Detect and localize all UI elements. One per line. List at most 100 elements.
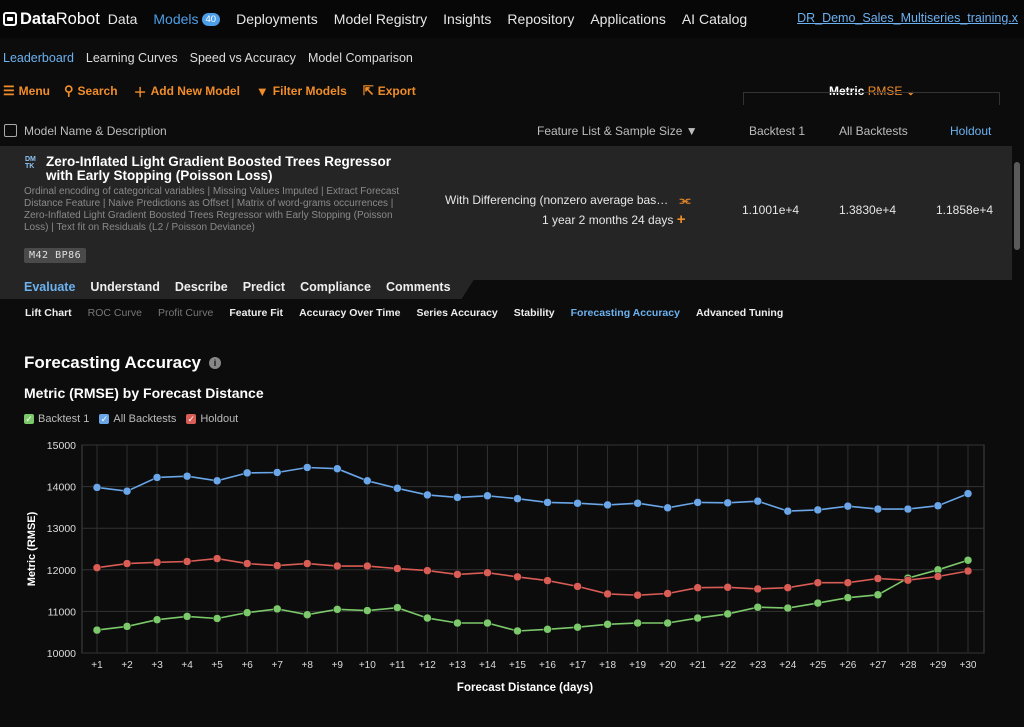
series-line-1 — [96, 466, 969, 512]
data-point-0 — [813, 598, 823, 608]
search-button[interactable]: ⚲ Search — [64, 83, 118, 99]
data-point-2 — [242, 559, 252, 568]
chevron-down-icon: ⌄ — [905, 84, 916, 98]
select-all-checkbox[interactable] — [4, 124, 17, 137]
add-new-model-button[interactable]: ＋ Add New Model — [134, 82, 240, 101]
subtab-feature-fit[interactable]: Feature Fit — [229, 307, 284, 319]
col-model-name[interactable]: Model Name & Description — [24, 124, 167, 138]
subtab-roc-curve[interactable]: ROC Curve — [87, 307, 142, 319]
subnav-learning-curves[interactable]: Learning Curves — [85, 51, 178, 65]
data-point-2 — [453, 570, 462, 579]
forecast-accuracy-chart[interactable]: 10000 11000 12000 13000 14000 15000 +1 +2 +3 +4 +5… — [0, 430, 1024, 727]
data-point-2 — [963, 566, 973, 576]
x-tick-label: +18 — [599, 660, 616, 671]
data-point-0 — [603, 620, 612, 629]
tab-evaluate[interactable]: Evaluate — [24, 280, 76, 294]
data-point-2 — [302, 559, 312, 568]
data-point-2 — [843, 578, 853, 587]
scrollbar[interactable] — [1014, 162, 1020, 250]
x-tick-label: +27 — [869, 660, 886, 671]
nav-deployments[interactable]: Deployments — [236, 11, 318, 27]
data-point-0 — [663, 618, 672, 628]
search-icon: ⚲ — [64, 83, 74, 98]
filter-label: Filter Models — [272, 84, 347, 98]
data-point-0 — [453, 618, 462, 628]
data-point-1 — [212, 476, 222, 486]
x-tick-label: +11 — [389, 660, 406, 671]
subtab-series-accuracy[interactable]: Series Accuracy — [416, 307, 498, 319]
menu-label: Menu — [18, 84, 50, 98]
nav-repository[interactable]: Repository — [507, 11, 575, 27]
menu-button[interactable]: ☰ Menu — [3, 83, 50, 99]
project-name-link[interactable]: DR_Demo_Sales_Multiseries_training.x — [797, 11, 1018, 25]
plus-icon: ＋ — [133, 84, 147, 100]
info-icon[interactable]: i — [209, 357, 221, 369]
tab-compliance[interactable]: Compliance — [300, 280, 371, 294]
subnav-speed-vs-accuracy[interactable]: Speed vs Accuracy — [189, 51, 296, 65]
export-label: Export — [377, 84, 416, 98]
subtab-forecasting-accuracy[interactable]: Forecasting Accuracy — [570, 307, 680, 319]
data-point-2 — [363, 561, 372, 571]
nav-data[interactable]: Data — [107, 11, 138, 27]
tab-predict[interactable]: Predict — [242, 280, 286, 294]
data-point-0 — [573, 622, 582, 632]
legend-all-backtests[interactable]: ✓ All Backtests — [99, 413, 176, 425]
x-tick-label: +2 — [121, 660, 133, 671]
subtab-advanced-tuning[interactable]: Advanced Tuning — [695, 307, 784, 319]
subnav-model-comparison[interactable]: Model Comparison — [307, 51, 413, 65]
data-point-0 — [753, 602, 763, 612]
data-point-0 — [693, 613, 702, 623]
sample-size: 1 year 2 months 24 days + — [542, 211, 686, 228]
subtab-stability[interactable]: Stability — [513, 307, 555, 319]
data-point-1 — [242, 468, 252, 478]
data-point-2 — [212, 554, 222, 563]
x-tick-label: +5 — [211, 660, 223, 671]
plus-icon[interactable]: + — [676, 211, 686, 228]
col-holdout[interactable]: Holdout — [950, 124, 992, 138]
tab-understand[interactable]: Understand — [90, 280, 160, 294]
share-icon[interactable]: ⫘ — [679, 193, 691, 207]
logo-text-data: Data — [20, 9, 56, 28]
export-button[interactable]: ⇱ Export — [363, 83, 416, 99]
filter-models-button[interactable]: ▼ Filter Models — [256, 84, 347, 99]
page-title: Forecasting Accuracy i — [24, 353, 221, 373]
data-point-0 — [723, 609, 732, 619]
nav-model-registry[interactable]: Model Registry — [333, 11, 428, 27]
data-point-0 — [122, 622, 132, 631]
data-point-2 — [513, 572, 522, 582]
subtab-accuracy-over-time[interactable]: Accuracy Over Time — [299, 307, 401, 319]
x-tick-label: +12 — [419, 660, 436, 671]
col-backtest1[interactable]: Backtest 1 — [749, 124, 806, 138]
tab-describe[interactable]: Describe — [174, 280, 228, 294]
col-feature-list[interactable]: Feature List & Sample Size ▼ — [537, 124, 698, 138]
model-row[interactable]: DM TK Zero-Inflated Light Gradient Boost… — [0, 146, 1012, 280]
legend-holdout[interactable]: ✓ Holdout — [186, 413, 238, 425]
model-description: Ordinal encoding of categorical variable… — [24, 186, 400, 233]
subnav-leaderboard[interactable]: Leaderboard — [3, 51, 74, 65]
data-point-2 — [483, 568, 492, 577]
datarobot-logo[interactable]: Data Robot — [3, 10, 100, 29]
data-point-1 — [272, 468, 282, 477]
data-point-2 — [423, 566, 432, 575]
legend-backtest1[interactable]: ✓ Backtest 1 — [24, 413, 89, 425]
data-point-0 — [633, 618, 642, 628]
data-point-1 — [603, 500, 612, 510]
data-point-1 — [92, 483, 102, 492]
metric-selector[interactable]: Metric RMSE ⌄ — [829, 84, 916, 98]
x-tick-label: +8 — [302, 660, 314, 671]
nav-models[interactable]: Models 40 — [153, 11, 221, 27]
subtab-profit-curve[interactable]: Profit Curve — [157, 307, 214, 319]
nav-ai-catalog[interactable]: AI Catalog — [681, 11, 748, 27]
data-point-2 — [663, 589, 672, 598]
model-title[interactable]: Zero-Inflated Light Gradient Boosted Tre… — [46, 154, 392, 183]
subtab-lift-chart[interactable]: Lift Chart — [25, 307, 72, 319]
nav-insights[interactable]: Insights — [443, 11, 492, 27]
tab-comments[interactable]: Comments — [385, 280, 451, 294]
y-axis-label: Metric (RMSE) — [26, 511, 38, 586]
data-point-0 — [152, 615, 162, 624]
data-point-0 — [92, 625, 102, 635]
col-all-backtests[interactable]: All Backtests — [839, 124, 908, 138]
feature-list-text: With Differencing (nonzero average bas… — [445, 193, 669, 207]
legend-holdout-label: Holdout — [200, 413, 239, 425]
nav-applications[interactable]: Applications — [590, 11, 666, 27]
